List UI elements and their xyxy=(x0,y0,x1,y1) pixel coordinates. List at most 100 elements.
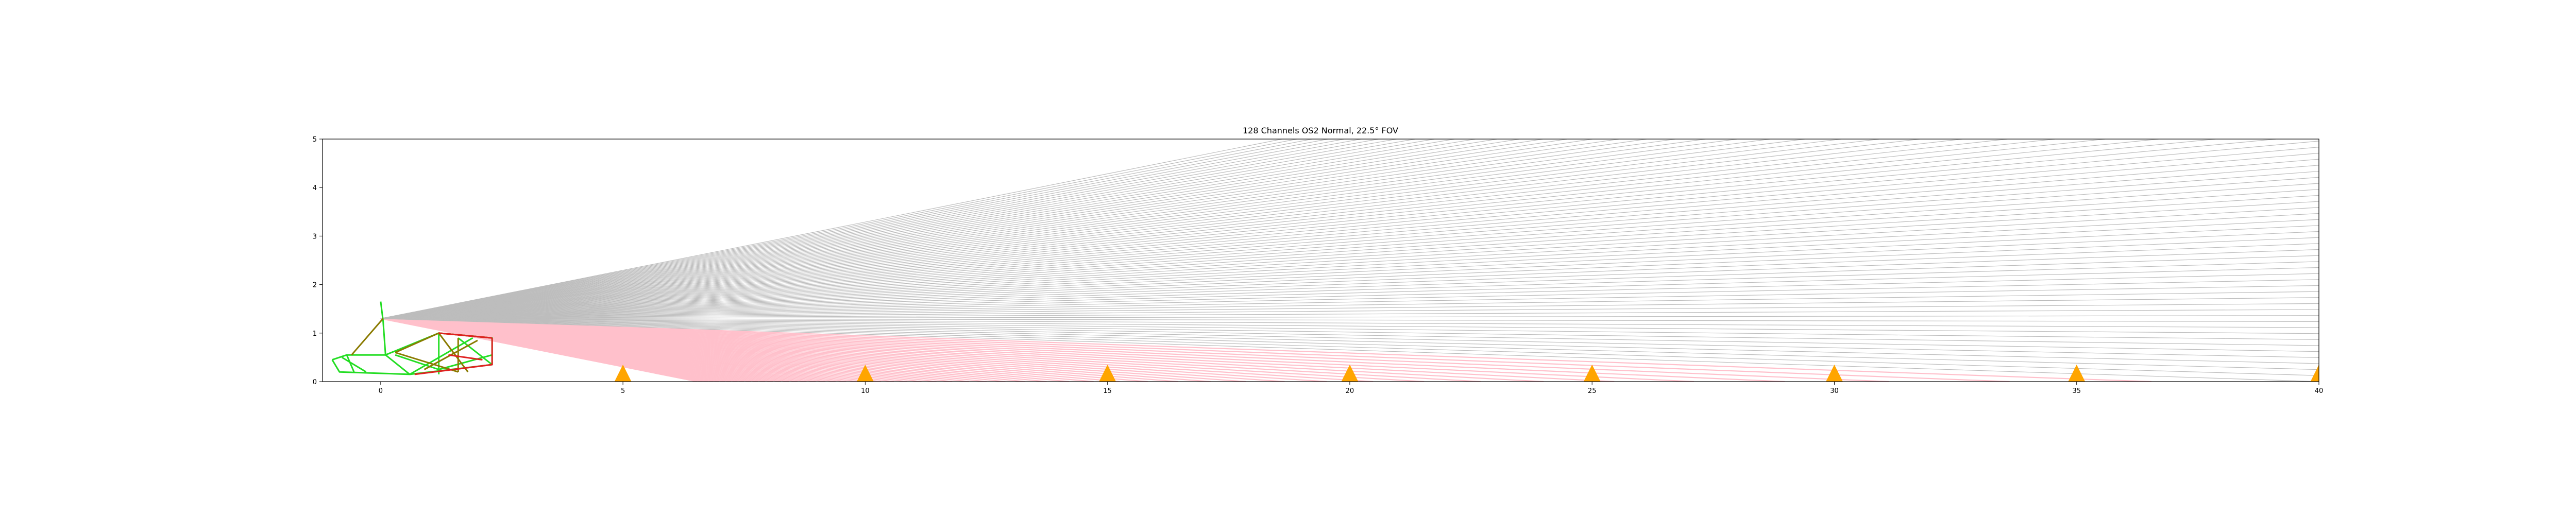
beam-line xyxy=(380,318,1889,382)
beam-line xyxy=(380,139,2216,319)
beam-line xyxy=(380,318,2319,346)
beam-line xyxy=(380,139,1568,319)
beam-line xyxy=(380,139,1841,319)
beam-line xyxy=(380,139,1706,319)
vehicle-frame-segment xyxy=(438,332,469,373)
vehicle-frame-segment xyxy=(409,337,473,375)
beam-line xyxy=(380,243,2319,319)
beam-line xyxy=(380,139,1593,319)
y-tick-label: 0 xyxy=(313,379,317,386)
beam-line xyxy=(380,139,1805,319)
beam-line xyxy=(380,139,1312,319)
traffic-cone xyxy=(856,365,874,382)
beam-line xyxy=(380,141,2319,319)
beam-line xyxy=(380,318,2010,382)
traffic-cone xyxy=(614,365,632,382)
x-tick-label: 30 xyxy=(1830,387,1839,395)
traffic-cone xyxy=(1341,365,1359,382)
beam-line xyxy=(380,309,2319,319)
beam-line xyxy=(380,201,2319,319)
beam-line xyxy=(380,139,2008,319)
beam-line xyxy=(380,139,1397,319)
vehicle-frame-segment xyxy=(395,352,459,373)
beam-line xyxy=(380,189,2319,319)
beam-line xyxy=(380,139,1963,319)
beam-line xyxy=(380,139,1297,319)
x-tick-label: 0 xyxy=(379,387,383,395)
beam-line xyxy=(380,318,2319,352)
beam-line xyxy=(380,318,2319,370)
chart-title: 128 Channels OS2 Normal, 22.5° FOV xyxy=(1243,126,1398,135)
beam-line xyxy=(380,318,2319,376)
vehicle-frame-segment xyxy=(448,354,483,361)
vehicle-frame-segment xyxy=(341,356,367,373)
beam-line xyxy=(380,139,1647,319)
y-tick-label: 3 xyxy=(313,233,317,241)
beam-line xyxy=(380,139,1920,319)
y-tick-label: 2 xyxy=(313,282,317,289)
beam-line xyxy=(380,139,1497,319)
beam-line xyxy=(380,237,2319,319)
beam-line xyxy=(380,303,2319,319)
beam-line xyxy=(380,318,2319,364)
x-tick-label: 35 xyxy=(2072,387,2081,395)
beam-line xyxy=(380,139,1770,319)
beam-line xyxy=(380,195,2319,319)
beam-line xyxy=(380,318,1481,382)
beam-line xyxy=(380,297,2319,319)
traffic-cone xyxy=(1099,365,1116,382)
traffic-cone xyxy=(2310,365,2319,382)
y-tick-label: 4 xyxy=(313,184,317,192)
vehicle-frame-segment xyxy=(380,301,386,355)
axes-frame xyxy=(322,139,2319,382)
beam-line xyxy=(380,318,1615,382)
beam-line xyxy=(380,267,2319,319)
beam-line xyxy=(380,177,2319,319)
beam-line xyxy=(380,139,1361,319)
beam-line xyxy=(380,213,2319,319)
vehicle-frame-segment xyxy=(351,318,384,356)
beam-line xyxy=(380,139,1435,319)
beam-line xyxy=(380,139,2055,319)
beam-line xyxy=(380,318,2319,340)
vehicle-frame xyxy=(331,301,493,375)
beam-line xyxy=(380,139,1880,319)
vehicle-frame-segment xyxy=(385,354,411,375)
beam-line xyxy=(380,318,2319,334)
traffic-cone xyxy=(1826,365,1843,382)
traffic-cone xyxy=(1583,365,1601,382)
beam-line xyxy=(380,279,2319,319)
beam-line xyxy=(380,249,2319,319)
beam-line xyxy=(380,318,1694,382)
y-tick-label: 5 xyxy=(313,136,317,144)
vehicle-frame-segment xyxy=(414,338,493,375)
vehicle-frame-segment xyxy=(438,332,493,339)
beam-line xyxy=(380,139,1345,319)
beam-line xyxy=(380,183,2319,319)
beam-line xyxy=(380,139,1619,319)
x-tick-label: 5 xyxy=(621,387,625,395)
beam-line xyxy=(380,139,1379,319)
x-tick-label: 40 xyxy=(2315,387,2324,395)
beam-line xyxy=(380,139,1676,319)
beam-line xyxy=(380,231,2319,319)
beam-line xyxy=(380,318,2319,382)
beam-line xyxy=(380,139,1415,319)
beam-line xyxy=(380,139,2276,319)
beam-line xyxy=(380,318,2319,358)
x-tick-label: 15 xyxy=(1103,387,1112,395)
vehicle-frame-segment xyxy=(346,354,355,372)
x-tick-label: 20 xyxy=(1346,387,1354,395)
x-tick-label: 25 xyxy=(1588,387,1597,395)
beam-line xyxy=(380,139,1520,319)
beam-line xyxy=(380,318,2319,328)
beam-line xyxy=(380,139,1282,319)
beam-line xyxy=(380,318,2319,322)
beam-line xyxy=(380,165,2319,319)
beam-line xyxy=(380,159,2319,319)
beam-line xyxy=(380,285,2319,319)
beam-line xyxy=(380,225,2319,319)
beam-line xyxy=(380,139,1328,319)
beam-line xyxy=(380,139,1476,319)
